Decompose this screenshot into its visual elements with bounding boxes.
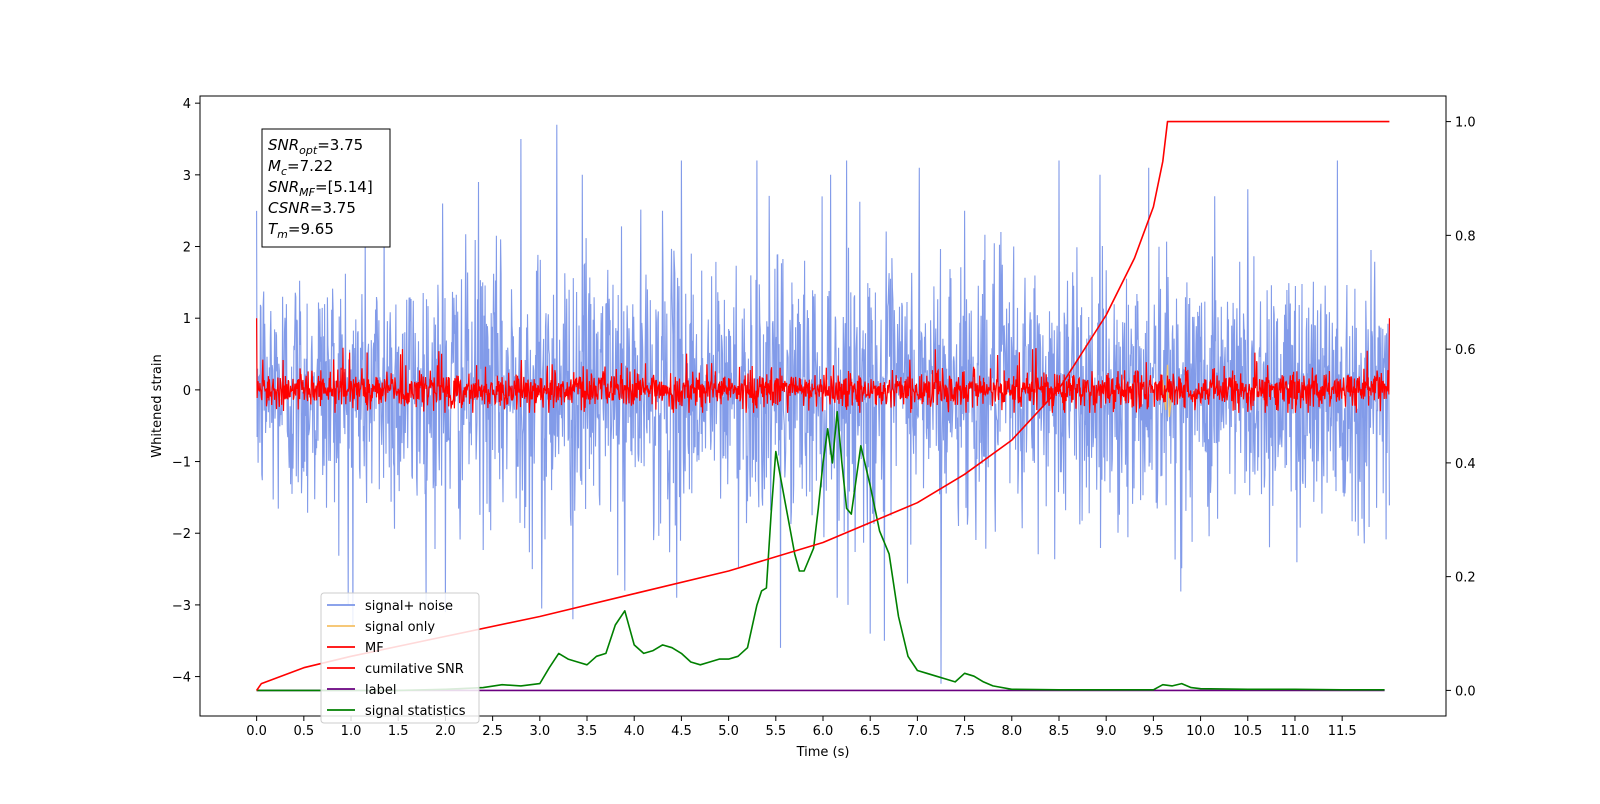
annotation-line: SNRMF=[5.14] [268,178,373,199]
annotation-subscript: m [277,228,288,241]
x-tick-label: 1.5 [388,724,409,739]
annotation-symbol: T [268,220,279,238]
y-tick-label: −3 [172,599,191,614]
x-tick-label: 4.5 [671,724,692,739]
legend-label: signal statistics [365,704,466,719]
y-tick-label: 2 [183,241,191,256]
legend-items: signal+ noise signal only MF cumilative SNR… [327,599,466,719]
y2-tick-label: 1.0 [1455,116,1476,131]
annotation-symbol: M [268,157,281,175]
x-tick-label: 9.5 [1143,724,1164,739]
legend-frame [320,592,480,724]
x-tick-label: 6.5 [860,724,881,739]
y2-tick-label: 0.8 [1455,229,1476,244]
y-tick-label: −1 [172,456,191,471]
y-tick-label: −4 [172,671,191,686]
x-tick-label: 0.5 [293,724,314,739]
annotation-value: =[5.14] [315,178,373,196]
x-tick-label: 1.0 [341,724,362,739]
legend-label: cumilative SNR [365,662,464,677]
annotation-line: CSNR=3.75 [268,199,356,217]
legend-label: signal+ noise [365,599,453,614]
y-tick-label: −2 [172,527,191,542]
x-tick-label: 2.0 [435,724,456,739]
x-axis-label: Time (s) [796,745,850,760]
y-tick-label: 0 [183,384,191,399]
y2-tick-label: 0.0 [1455,684,1476,699]
y2-tick-label: 0.2 [1455,571,1476,586]
y-tick-label: 3 [183,169,191,184]
x-tick-label: 11.0 [1280,724,1309,739]
annotation-subscript: c [281,165,287,178]
x-tick-label: 9.0 [1096,724,1117,739]
x-tick-label: 8.5 [1049,724,1070,739]
legend: signal+ noise signal only MF cumilative SNR… [320,592,480,724]
series-signal-statistics [256,410,1385,692]
x-tick-label: 5.0 [718,724,739,739]
annotation-symbol: SNR [268,178,299,196]
annotation-value: =3.75 [310,199,356,217]
y-axis-label: Whitened strain [150,354,165,457]
legend-label: label [365,683,396,698]
y-tick-label: 1 [183,312,191,327]
x-tick-label: 10.5 [1233,724,1262,739]
ticks-layer: 0.0 0.5 1.0 1.5 2.0 2.5 3.0 3.5 4.0 4.5 5.0 5.5 6.0 6… [172,97,1476,739]
y2-tick-label: 0.6 [1455,343,1476,358]
legend-label: MF [365,641,384,656]
annotation-value: =7.22 [287,157,333,175]
x-tick-label: 6.0 [813,724,834,739]
x-tick-label: 4.0 [624,724,645,739]
annotation-frame [261,128,391,248]
annotation-symbol: CSNR [268,199,310,217]
annotation-value: =9.65 [288,220,334,238]
x-tick-label: 11.5 [1328,724,1357,739]
annotation-line: Mc=7.22 [268,157,333,178]
y-tick-label: 4 [183,97,191,112]
annotation-subscript: opt [299,144,318,157]
y2-tick-label: 0.4 [1455,457,1476,472]
annotation-line: Tm=9.65 [268,220,334,241]
x-tick-label: 8.0 [1001,724,1022,739]
series-mf [256,318,1390,413]
x-tick-label: 10.0 [1186,724,1215,739]
x-tick-label: 7.0 [907,724,928,739]
x-tick-label: 5.5 [765,724,786,739]
annotation-box: SNRopt=3.75Mc=7.22SNRMF=[5.14]CSNR=3.75T… [261,128,391,248]
x-tick-label: 2.5 [482,724,503,739]
x-tick-label: 3.0 [529,724,550,739]
annotation-value: =3.75 [317,136,363,154]
annotation-symbol: SNR [268,136,299,154]
x-tick-label: 3.5 [577,724,598,739]
annotation-subscript: MF [299,186,315,199]
legend-label: signal only [365,620,435,635]
annotation-line: SNRopt=3.75 [268,136,363,157]
x-tick-label: 7.5 [954,724,975,739]
x-tick-label: 0.0 [246,724,267,739]
annotation-lines: SNRopt=3.75Mc=7.22SNRMF=[5.14]CSNR=3.75T… [268,136,373,241]
